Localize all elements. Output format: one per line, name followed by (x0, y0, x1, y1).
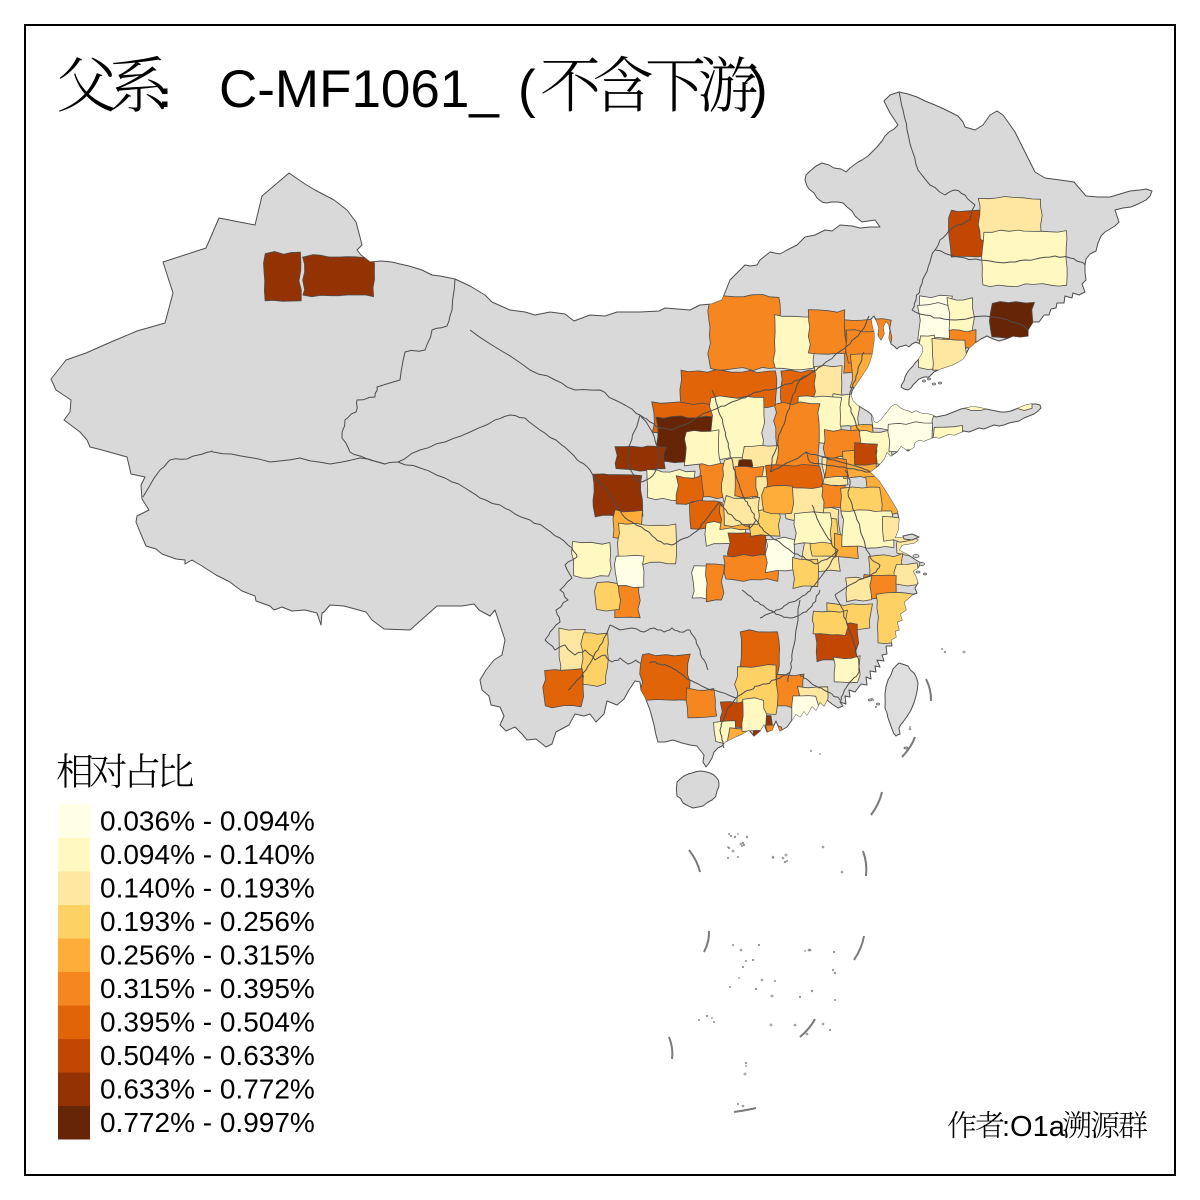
svg-text:0.315% - 0.395%: 0.315% - 0.395% (100, 973, 315, 1004)
svg-text:0.193% - 0.256%: 0.193% - 0.256% (100, 906, 315, 937)
svg-text:(: ( (518, 60, 536, 119)
svg-text::O1a: :O1a (1002, 1111, 1066, 1143)
svg-text:0.140% - 0.193%: 0.140% - 0.193% (100, 873, 315, 904)
svg-text:C-MF1061_: C-MF1061_ (219, 60, 500, 119)
svg-text:): ) (750, 60, 768, 119)
svg-text:0.395% - 0.504%: 0.395% - 0.504% (100, 1007, 315, 1038)
svg-text:0.772% - 0.997%: 0.772% - 0.997% (100, 1107, 315, 1138)
svg-text:0.256% - 0.315%: 0.256% - 0.315% (100, 940, 315, 971)
svg-text:0.094% - 0.140%: 0.094% - 0.140% (100, 839, 315, 870)
svg-text:0.036% - 0.094%: 0.036% - 0.094% (100, 806, 315, 837)
svg-text:0.633% - 0.772%: 0.633% - 0.772% (100, 1074, 315, 1105)
svg-text:0.504% - 0.633%: 0.504% - 0.633% (100, 1040, 315, 1071)
